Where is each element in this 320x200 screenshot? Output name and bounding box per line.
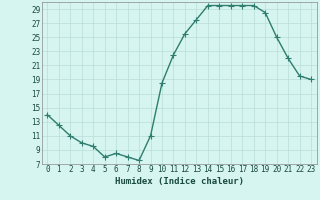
X-axis label: Humidex (Indice chaleur): Humidex (Indice chaleur) <box>115 177 244 186</box>
